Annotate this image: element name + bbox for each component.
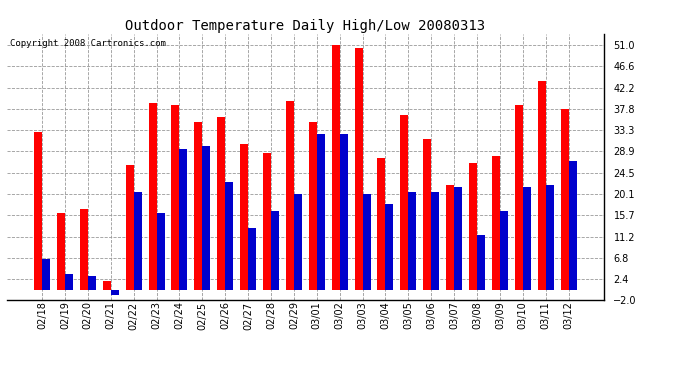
Bar xyxy=(386,204,393,290)
Bar xyxy=(377,158,386,290)
Bar xyxy=(332,45,339,290)
Bar xyxy=(515,105,523,290)
Bar xyxy=(148,103,157,290)
Bar xyxy=(400,115,408,290)
Bar xyxy=(339,134,348,290)
Bar xyxy=(57,213,65,290)
Bar xyxy=(171,105,179,290)
Bar xyxy=(538,81,546,290)
Bar xyxy=(294,194,302,290)
Bar xyxy=(355,48,362,290)
Bar xyxy=(308,122,317,290)
Bar xyxy=(477,235,485,290)
Bar xyxy=(179,148,188,290)
Bar xyxy=(546,184,554,290)
Bar xyxy=(42,259,50,290)
Bar xyxy=(103,281,110,290)
Bar xyxy=(423,139,431,290)
Bar xyxy=(560,109,569,290)
Bar xyxy=(240,144,248,290)
Bar xyxy=(263,153,271,290)
Bar xyxy=(523,187,531,290)
Bar xyxy=(271,211,279,290)
Bar xyxy=(65,274,73,290)
Bar xyxy=(225,182,233,290)
Bar xyxy=(80,209,88,290)
Bar xyxy=(362,194,371,290)
Title: Outdoor Temperature Daily High/Low 20080313: Outdoor Temperature Daily High/Low 20080… xyxy=(126,19,485,33)
Bar xyxy=(202,146,210,290)
Bar xyxy=(569,160,577,290)
Bar xyxy=(286,100,294,290)
Bar xyxy=(248,228,256,290)
Bar xyxy=(446,184,454,290)
Bar xyxy=(88,276,96,290)
Text: Copyright 2008 Cartronics.com: Copyright 2008 Cartronics.com xyxy=(10,39,166,48)
Bar xyxy=(157,213,164,290)
Bar xyxy=(500,211,508,290)
Bar xyxy=(195,122,202,290)
Bar xyxy=(492,156,500,290)
Bar xyxy=(217,117,225,290)
Bar xyxy=(469,163,477,290)
Bar xyxy=(431,192,440,290)
Bar xyxy=(34,132,42,290)
Bar xyxy=(454,187,462,290)
Bar xyxy=(134,192,141,290)
Bar xyxy=(110,290,119,295)
Bar xyxy=(408,192,416,290)
Bar xyxy=(317,134,325,290)
Bar xyxy=(126,165,134,290)
